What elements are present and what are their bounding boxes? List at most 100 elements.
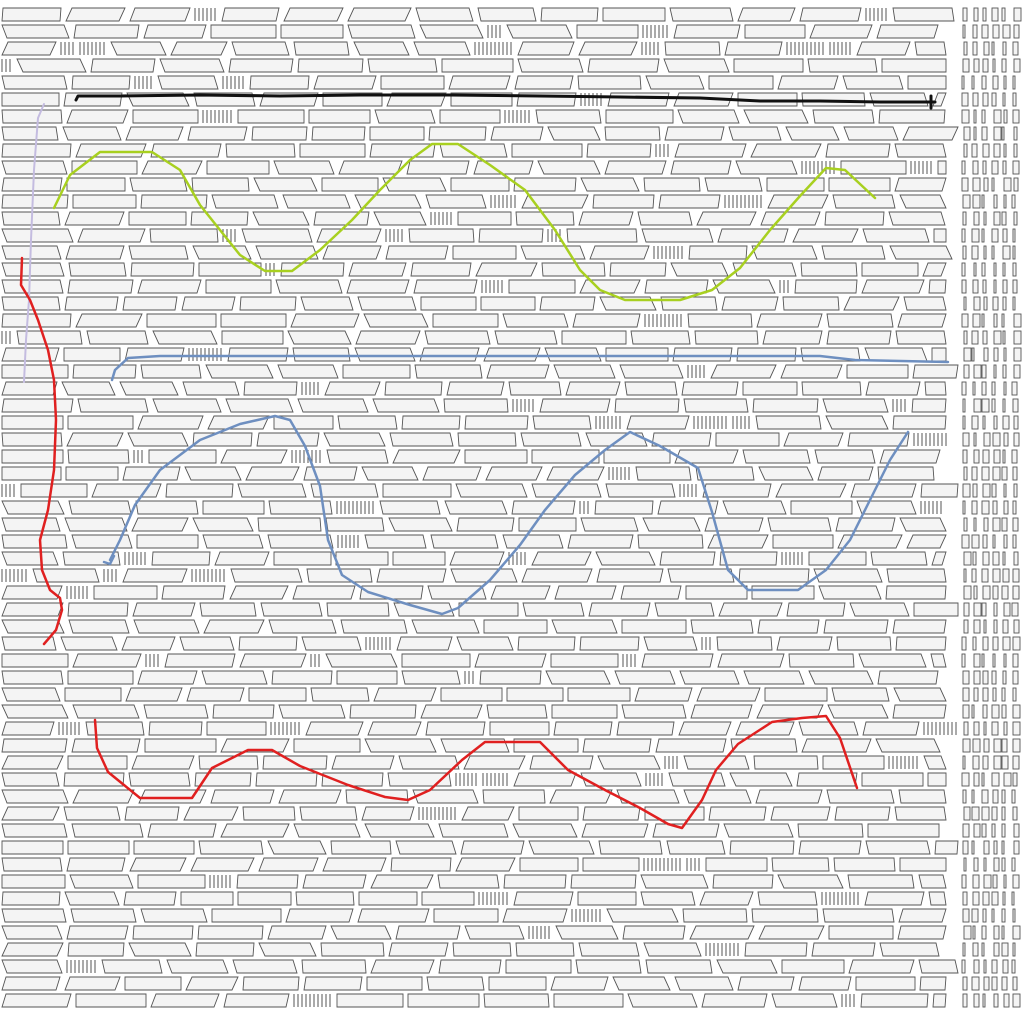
tile-cell [336, 670, 398, 685]
edge-sliver [981, 925, 987, 940]
edge-sliver [991, 891, 999, 906]
tile-cell [567, 687, 631, 702]
tile-cell [827, 704, 889, 719]
tile-cell [345, 789, 409, 804]
tile-cell [895, 636, 947, 651]
tile-cell [66, 109, 129, 124]
tile-cell [483, 619, 548, 634]
tile-cell [550, 976, 609, 991]
tile-cell [306, 568, 373, 583]
tile-cell [166, 959, 229, 974]
tile-cell [1, 687, 61, 702]
edge-sliver [962, 908, 970, 923]
edge-sliver [1013, 619, 1020, 634]
tile-cell [71, 160, 138, 175]
tile-cell [67, 279, 134, 294]
edge-sliver [1013, 126, 1018, 141]
edge-sliver [991, 483, 997, 498]
edge-sliver [993, 211, 1001, 226]
tile-cell [897, 313, 947, 328]
tile-cell [764, 687, 828, 702]
tile-cell [775, 483, 847, 498]
tile-cell [721, 296, 779, 311]
edge-sliver [962, 245, 967, 260]
tile-cell [616, 721, 675, 736]
tile-cell [182, 381, 240, 396]
tile-cell [898, 908, 947, 923]
tile-cell [881, 58, 947, 73]
edge-sliver [1011, 789, 1016, 804]
tile-cell [846, 364, 909, 379]
tile-cell [826, 313, 894, 328]
tile-cell [66, 925, 129, 940]
tile-cell [207, 415, 270, 430]
tile-cell [444, 500, 508, 515]
edge-sliver [981, 602, 987, 617]
edge-sliver [1002, 24, 1011, 39]
edge-sliver [1012, 296, 1016, 311]
tile-cell [313, 75, 377, 90]
tile-cell [1, 874, 66, 889]
tile-cell [811, 942, 876, 957]
edge-sliver [983, 738, 990, 753]
tile-cell [68, 619, 130, 634]
edge-sliver [1012, 738, 1021, 753]
tile-cell [545, 670, 611, 685]
edge-sliver [971, 568, 977, 583]
tile-cell [212, 704, 275, 719]
tile-cell [456, 636, 514, 651]
edge-sliver [972, 41, 978, 56]
edge-sliver [961, 636, 967, 651]
tile-cell [415, 7, 474, 22]
tile-cell [906, 534, 947, 549]
tile-cell [517, 41, 575, 56]
tile-cell [828, 925, 894, 940]
tile-cell [862, 721, 920, 736]
tile-cell [1, 772, 60, 787]
edge-sliver [1012, 976, 1018, 991]
edge-sliver [1013, 177, 1019, 192]
tile-cell [753, 755, 819, 770]
tile-cell [867, 823, 940, 838]
tile-cell [513, 772, 577, 787]
tile-cell [528, 840, 595, 855]
edge-sliver [1001, 126, 1005, 141]
edge-sliver [962, 415, 966, 430]
tile-cell [129, 177, 188, 192]
tile-cell [670, 160, 732, 175]
tile-cell [767, 194, 829, 209]
tile-cell [367, 58, 438, 73]
tile-cell [737, 976, 795, 991]
tile-cell [540, 7, 599, 22]
edge-sliver [981, 126, 988, 141]
tile-cell [65, 466, 119, 481]
tile-cell [899, 517, 947, 532]
edge-sliver [1001, 840, 1005, 855]
edge-sliver [1013, 313, 1022, 328]
tile-cell [541, 262, 606, 277]
edge-sliver [991, 806, 998, 821]
edge-sliver [981, 806, 990, 821]
tile-cell [438, 959, 502, 974]
tile-cell [364, 823, 435, 838]
tile-cell [681, 381, 739, 396]
tile-cell [1, 585, 63, 600]
tile-cell [361, 806, 415, 821]
tile-cell [674, 976, 734, 991]
tile-cell [369, 126, 425, 141]
tile-cell [782, 296, 840, 311]
tile-cell [927, 772, 947, 787]
tile-cell [432, 313, 499, 328]
tile-cell [185, 976, 239, 991]
tile-cell [788, 653, 855, 668]
tile-cell [184, 466, 242, 481]
tile-cell [826, 330, 892, 345]
tile-cell [229, 585, 289, 600]
tile-cell [225, 143, 296, 158]
edge-sliver [1001, 313, 1005, 328]
tile-cell [268, 619, 337, 634]
edge-sliver [1003, 534, 1008, 549]
tile-cell [690, 619, 754, 634]
tile-cell [198, 262, 262, 277]
tile-cell [818, 585, 882, 600]
